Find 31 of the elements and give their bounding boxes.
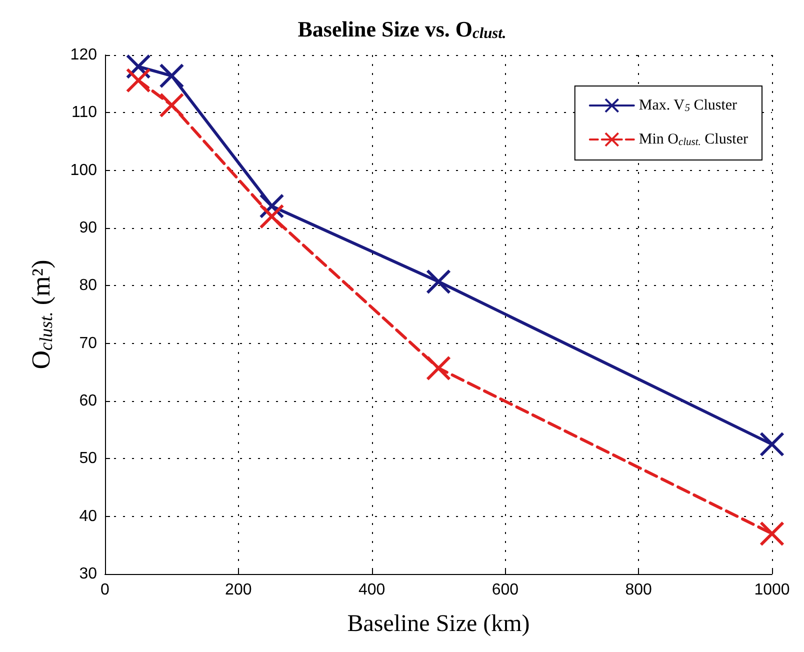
point (159, 63, 184, 88)
x-tick-label: 600 (492, 582, 519, 598)
point (760, 432, 784, 457)
y-tick-label: 120 (70, 46, 98, 64)
y-tick-label: 110 (71, 104, 98, 122)
x-tick-label: 400 (358, 582, 386, 598)
point (126, 54, 151, 80)
y-tick-label: 90 (79, 220, 98, 236)
x-tick-label: 1000 (754, 582, 790, 598)
legend-label: Min Oclust. Cluster (638, 132, 748, 148)
point (259, 194, 284, 219)
y-tick-label: 70 (79, 334, 98, 352)
chart-title: Baseline Size vs. Oclust. (298, 16, 506, 42)
point (426, 269, 451, 294)
x-tick-label: 800 (625, 582, 652, 598)
y-tick-label: 40 (79, 508, 98, 525)
y-tick-label: 80 (79, 277, 98, 294)
point (426, 356, 451, 381)
y-tick-label: 100 (70, 162, 98, 179)
y-tick-label: 60 (79, 392, 98, 410)
y-tick-label: 30 (79, 566, 98, 582)
point (760, 521, 784, 546)
x-tick-label: 0 (100, 582, 110, 598)
point (126, 68, 151, 93)
y-tick-label: 50 (79, 450, 98, 468)
x-axis-title: Baseline Size (km) (347, 611, 530, 637)
y-axis-title: Oclust. (m²) (26, 260, 56, 370)
point (159, 92, 184, 118)
x-tick-label: 200 (225, 582, 252, 598)
legend-label: Max. V5 Cluster (638, 98, 738, 114)
point (259, 204, 284, 229)
